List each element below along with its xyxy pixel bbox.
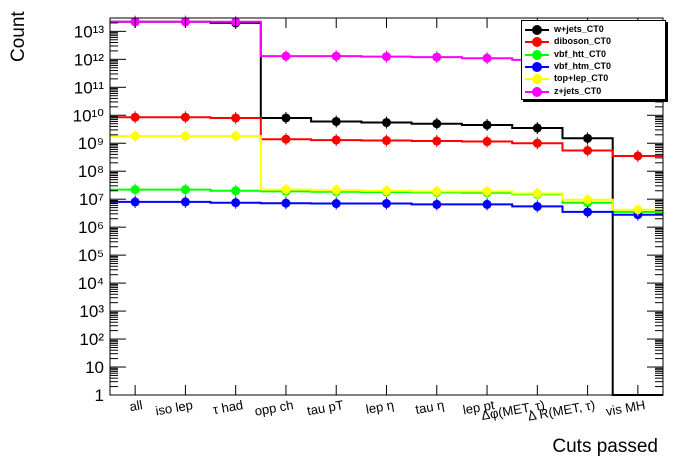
data-point	[331, 51, 341, 61]
data-point	[583, 207, 593, 217]
data-point	[482, 137, 492, 147]
data-point	[331, 116, 341, 126]
data-point	[281, 134, 291, 144]
data-point	[281, 113, 291, 123]
data-point	[432, 119, 442, 129]
legend-label: diboson_CT0	[554, 36, 612, 47]
data-point	[532, 201, 542, 211]
x-axis-title: Cuts passed	[552, 436, 658, 457]
data-point	[382, 52, 391, 62]
data-point	[382, 136, 391, 146]
y-tick-label: 10	[85, 358, 104, 377]
y-axis-title: Count	[8, 11, 29, 62]
y-tick-label: 10⁸	[78, 162, 104, 181]
legend-marker	[532, 74, 542, 85]
data-point	[130, 197, 140, 207]
data-point	[180, 197, 190, 207]
legend-entry: w+jets_CT0	[522, 23, 665, 36]
data-point	[281, 51, 291, 61]
x-tick-label: vis MH	[605, 397, 647, 419]
data-point	[432, 199, 442, 209]
data-point	[180, 112, 190, 122]
legend: w+jets_CT0 diboson_CT0 vbf_htt_CT0 vbf_htm_…	[521, 20, 666, 100]
y-tick-label: 10⁷	[79, 190, 104, 209]
x-tick-label: tau η	[414, 397, 445, 417]
series-line-3	[110, 200, 663, 216]
legend-label: w+jets_CT0	[554, 24, 604, 34]
legend-label: vbf_htm_CT0	[554, 60, 612, 71]
legend-label: top+lep_CT0	[554, 73, 609, 84]
y-tick-label: 10¹²	[74, 50, 105, 69]
x-tick-label: iso lep	[154, 397, 194, 418]
series-line-0	[110, 20, 663, 396]
legend-entry: vbf_htt_CT0	[522, 48, 665, 61]
data-point	[532, 188, 542, 198]
legend-entry: diboson_CT0	[522, 35, 665, 48]
data-point	[482, 53, 492, 63]
data-point	[382, 186, 391, 196]
series-line-4	[110, 135, 663, 211]
data-point	[180, 131, 190, 141]
y-tick-label: 10¹³	[74, 22, 105, 41]
data-point	[382, 199, 391, 209]
y-tick-label: 10⁹	[78, 134, 104, 153]
y-tick-label: 10¹⁰	[73, 106, 105, 125]
x-tick-label: opp ch	[253, 397, 294, 419]
data-point	[231, 131, 241, 141]
data-point	[583, 195, 593, 205]
data-point	[633, 151, 643, 161]
data-point	[180, 185, 190, 195]
x-tick-label: lep pt	[462, 397, 496, 417]
data-point	[583, 146, 593, 156]
data-point	[331, 135, 341, 145]
legend-entry: vbf_htm_CT0	[522, 60, 665, 73]
data-point	[482, 120, 492, 130]
data-point	[382, 118, 391, 128]
data-point	[482, 199, 492, 209]
y-tick-label: 10²	[79, 330, 104, 349]
x-tick-label: τ had	[212, 397, 245, 417]
data-point	[532, 123, 542, 133]
x-tick-label: all	[128, 397, 144, 414]
legend-marker	[532, 37, 542, 48]
series-line-1	[110, 116, 663, 157]
data-point	[432, 186, 442, 196]
data-point	[130, 131, 140, 141]
data-point	[231, 198, 241, 208]
data-point	[281, 185, 291, 195]
data-point	[231, 186, 241, 196]
legend-marker	[532, 49, 542, 60]
legend-marker	[532, 86, 542, 97]
y-tick-label: 10¹¹	[74, 78, 105, 97]
data-point	[130, 185, 140, 195]
y-tick-label: 10⁵	[78, 246, 104, 265]
x-tick-label: lep η	[365, 397, 395, 417]
legend-label: vbf_htt_CT0	[554, 48, 607, 59]
legend-entry: top+lep_CT0	[522, 72, 665, 85]
data-point	[331, 199, 341, 209]
data-point	[482, 186, 492, 196]
data-point	[231, 113, 241, 123]
legend-marker	[532, 61, 542, 72]
y-tick-label: 1	[95, 386, 104, 405]
data-point	[281, 198, 291, 208]
data-point	[331, 185, 341, 195]
data-point	[432, 136, 442, 146]
legend-marker	[532, 25, 542, 35]
legend-entry: z+jets_CT0	[522, 85, 665, 98]
data-point	[532, 138, 542, 148]
y-tick-label: 10³	[79, 302, 104, 321]
legend-label: z+jets_CT0	[554, 85, 602, 96]
data-point	[130, 112, 140, 122]
x-tick-label: tau pT	[306, 397, 345, 418]
data-point	[432, 52, 442, 62]
y-tick-label: 10⁶	[78, 218, 104, 237]
axes-layer: 1 10 10² 10³ 10⁴ 10⁵ 10⁶ 10⁷ 10⁸ 10⁹ 10¹⁰ 10¹¹ 10¹² 1…	[73, 17, 663, 424]
data-point	[583, 133, 593, 143]
data-point	[633, 205, 643, 215]
y-tick-label: 10⁴	[78, 274, 104, 293]
